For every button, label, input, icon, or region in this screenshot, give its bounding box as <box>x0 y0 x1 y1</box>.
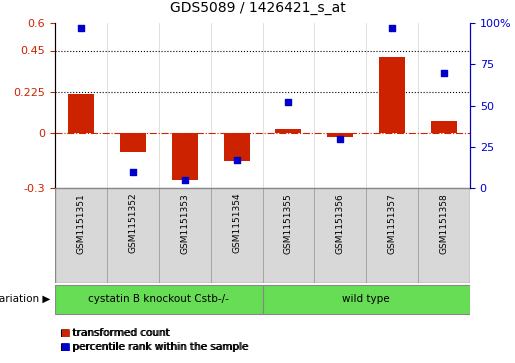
Point <box>284 99 293 105</box>
Bar <box>55 188 107 283</box>
Text: ■ transformed count: ■ transformed count <box>60 328 170 338</box>
Text: GSM1151352: GSM1151352 <box>128 193 138 253</box>
Text: GSM1151356: GSM1151356 <box>336 193 345 253</box>
Bar <box>107 188 159 283</box>
Point <box>440 70 448 76</box>
Point <box>129 168 137 174</box>
Text: GDS5089 / 1426421_s_at: GDS5089 / 1426421_s_at <box>169 1 346 15</box>
Text: percentile rank within the sample: percentile rank within the sample <box>72 342 248 352</box>
Bar <box>418 188 470 283</box>
Text: GSM1151355: GSM1151355 <box>284 193 293 253</box>
Bar <box>263 285 470 314</box>
Point <box>232 157 241 163</box>
Point <box>336 136 345 142</box>
Point <box>181 177 189 183</box>
Text: transformed count: transformed count <box>72 328 169 338</box>
Bar <box>120 133 146 152</box>
Point <box>388 25 397 31</box>
Text: genotype/variation ▶: genotype/variation ▶ <box>0 294 50 305</box>
Bar <box>159 188 211 283</box>
Text: cystatin B knockout Cstb-/-: cystatin B knockout Cstb-/- <box>88 294 229 305</box>
Bar <box>263 188 314 283</box>
Bar <box>366 188 418 283</box>
Bar <box>211 188 263 283</box>
Bar <box>55 285 263 314</box>
Text: ■: ■ <box>60 342 70 352</box>
Text: GSM1151357: GSM1151357 <box>388 193 397 253</box>
Text: ■ percentile rank within the sample: ■ percentile rank within the sample <box>60 342 249 352</box>
Bar <box>379 57 405 133</box>
Bar <box>328 133 353 136</box>
Text: GSM1151351: GSM1151351 <box>76 193 85 253</box>
Bar <box>171 133 198 180</box>
Bar <box>431 121 457 133</box>
Text: GSM1151354: GSM1151354 <box>232 193 241 253</box>
Bar <box>276 129 301 133</box>
Text: GSM1151353: GSM1151353 <box>180 193 189 253</box>
Text: ■: ■ <box>60 328 70 338</box>
Bar <box>68 94 94 133</box>
Point <box>77 25 85 31</box>
Text: wild type: wild type <box>342 294 390 305</box>
Bar <box>224 133 250 162</box>
Bar <box>314 188 366 283</box>
Text: GSM1151358: GSM1151358 <box>440 193 449 253</box>
